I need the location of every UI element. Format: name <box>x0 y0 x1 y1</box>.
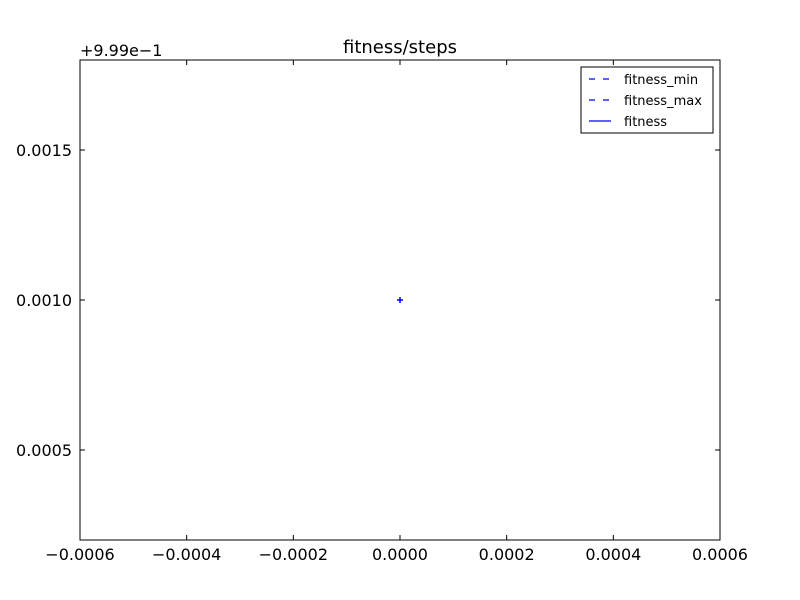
legend-label-fitness_min: fitness_min <box>624 73 698 88</box>
x-tick-label: −0.0002 <box>259 545 328 564</box>
x-tick-label: 0.0004 <box>585 545 641 564</box>
plot-area: −0.0006 −0.0004 −0.0002 0.0000 0.0002 0.0004 0… <box>16 59 748 564</box>
data-point-fitness <box>397 297 403 303</box>
y-tick-label: 0.0010 <box>16 291 72 310</box>
x-tick-label: 0.0002 <box>479 545 535 564</box>
legend-label-fitness_max: fitness_max <box>624 94 702 109</box>
x-tick-label: 0.0006 <box>692 545 748 564</box>
x-tick-label: −0.0004 <box>152 545 221 564</box>
x-tick-label: −0.0006 <box>45 545 114 564</box>
y-tick-label: 0.0005 <box>16 441 72 460</box>
legend-label-fitness: fitness <box>624 115 667 130</box>
y-tick-label: 0.0015 <box>16 141 72 160</box>
x-tick-label: 0.0000 <box>372 545 428 564</box>
chart-title: fitness/steps <box>343 37 457 58</box>
y-axis-offset-label: +9.99e−1 <box>80 41 162 60</box>
